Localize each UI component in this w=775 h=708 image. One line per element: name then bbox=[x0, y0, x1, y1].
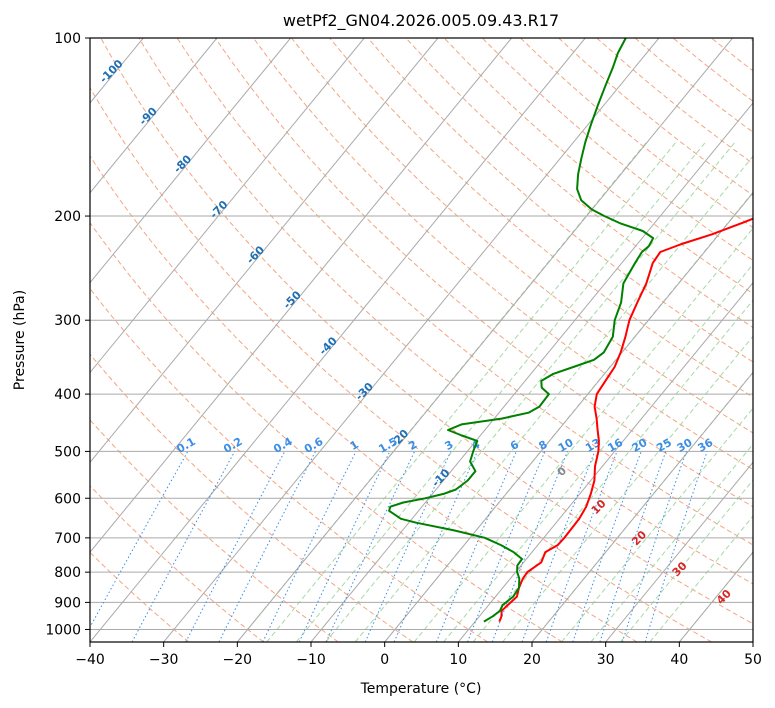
dry-adiabat-line bbox=[90, 485, 264, 642]
isotherm-line bbox=[236, 38, 733, 642]
x-tick-label: 20 bbox=[523, 652, 541, 668]
isotherm-line bbox=[163, 38, 660, 642]
isotherm-line bbox=[90, 38, 218, 194]
dry-adiabat-line bbox=[405, 38, 753, 329]
x-axis-label: Temperature (°C) bbox=[360, 681, 482, 697]
y-tick-label: 400 bbox=[54, 387, 81, 403]
mixing-ratio-line bbox=[218, 451, 316, 642]
dry-adiabat-line bbox=[443, 38, 753, 295]
dry-adiabat-line bbox=[90, 287, 488, 642]
y-tick-label: 100 bbox=[54, 31, 81, 47]
background-lines bbox=[90, 38, 753, 642]
isotherm-line bbox=[90, 38, 291, 284]
y-tick-label: 500 bbox=[54, 444, 81, 460]
isotherm-line bbox=[384, 192, 753, 642]
x-tick-label: 0 bbox=[380, 652, 389, 668]
x-tick-label: 40 bbox=[670, 652, 688, 668]
mixing-ratio-line bbox=[521, 451, 596, 642]
mixing-ratio-line bbox=[545, 451, 618, 642]
isotherm-line bbox=[90, 38, 512, 553]
mixing-ratio-line bbox=[644, 451, 708, 642]
dry-adiabat-line bbox=[214, 38, 753, 508]
dry-adiabat-line bbox=[90, 221, 563, 642]
mixing-ratio-line bbox=[599, 451, 667, 642]
dry-adiabat-line bbox=[291, 38, 753, 434]
isotherm-line bbox=[90, 38, 439, 464]
y-tick-label: 1000 bbox=[45, 622, 81, 638]
mixing-ratio-line bbox=[572, 451, 642, 642]
plot-frame bbox=[89, 37, 754, 643]
x-tick-label: −30 bbox=[149, 652, 179, 668]
chart-title: wetPf2_GN04.2026.005.09.43.R17 bbox=[283, 11, 559, 31]
y-tick-label: 700 bbox=[54, 531, 81, 547]
x-tick-label: 30 bbox=[597, 652, 615, 668]
x-tick-label: 10 bbox=[449, 652, 467, 668]
dry-adiabat-line bbox=[100, 38, 753, 625]
mixing-ratio-line bbox=[467, 451, 546, 642]
mixing-ratio-line bbox=[393, 451, 478, 642]
y-tick-label: 600 bbox=[54, 491, 81, 507]
temperature-profile-line bbox=[498, 217, 753, 622]
x-tick-label: −10 bbox=[296, 652, 326, 668]
y-tick-label: 900 bbox=[54, 595, 81, 611]
isotherm-line bbox=[310, 102, 753, 642]
isotherm-line bbox=[605, 461, 753, 642]
mixing-ratio-line bbox=[621, 451, 687, 642]
y-axis-ticks: 1000 900 800 700 600 500 400 300 200 100 bbox=[45, 31, 90, 638]
mixing-ratio-line bbox=[435, 451, 517, 642]
mixing-ratio-line bbox=[364, 451, 452, 642]
dry-adiabat-line bbox=[90, 419, 339, 642]
x-tick-label: −20 bbox=[223, 652, 253, 668]
y-tick-label: 300 bbox=[54, 313, 81, 329]
isotherm-line bbox=[90, 38, 365, 374]
mixing-ratio-line bbox=[90, 451, 189, 629]
x-axis-ticks: −40 −30 −20 −10 0 10 20 30 40 50 bbox=[75, 642, 762, 668]
dry-adiabat-line bbox=[90, 87, 712, 642]
y-axis-label: Pressure (hPa) bbox=[12, 290, 28, 390]
isotherm-line bbox=[531, 371, 753, 642]
mixing-ratio-line bbox=[131, 451, 236, 642]
x-tick-label: 50 bbox=[744, 652, 762, 668]
dewpoint-profile-line bbox=[388, 38, 655, 623]
x-tick-label: −40 bbox=[75, 652, 105, 668]
y-tick-label: 800 bbox=[54, 565, 81, 581]
dry-adiabat-line bbox=[90, 155, 638, 642]
dry-adiabat-line bbox=[90, 551, 190, 642]
dry-adiabat-line bbox=[329, 38, 753, 398]
isotherm-line bbox=[457, 281, 753, 642]
profile-series bbox=[388, 38, 753, 623]
dry-adiabat-line bbox=[138, 38, 753, 585]
y-tick-label: 200 bbox=[54, 209, 81, 225]
isotherm-line bbox=[90, 38, 586, 642]
